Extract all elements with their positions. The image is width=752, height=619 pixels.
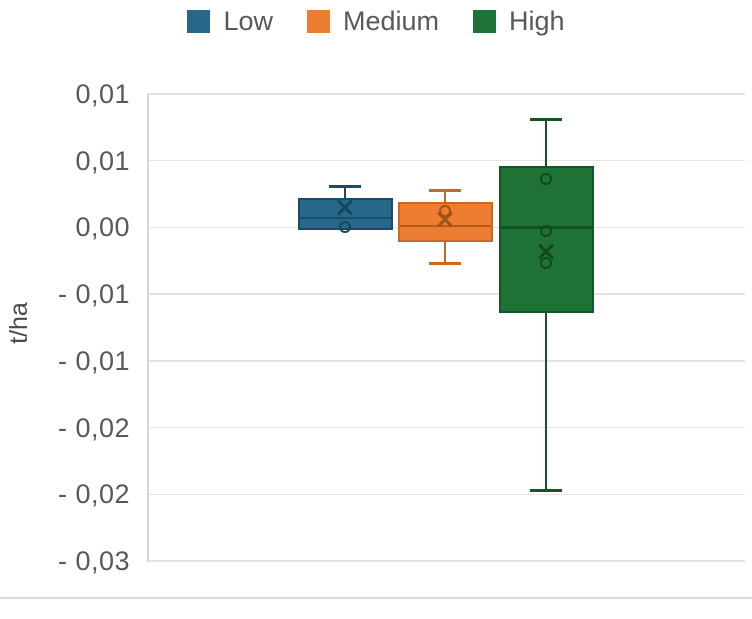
legend-swatch-high — [473, 10, 497, 33]
whisker-high-cap-high — [530, 117, 562, 121]
gridline — [148, 293, 745, 295]
outlier-point-high — [540, 225, 552, 238]
legend-label-high: High — [509, 6, 565, 36]
legend-swatch-low — [187, 10, 211, 33]
y-tick-label: 0,00 — [75, 212, 130, 243]
legend-item-medium: Medium — [306, 6, 440, 37]
outlier-point-high — [540, 257, 552, 270]
legend-item-low: Low — [187, 6, 273, 37]
y-tick-label: 0,01 — [75, 145, 130, 176]
whisker-low-line-medium — [444, 242, 446, 264]
box-high — [498, 166, 594, 313]
chart-bottom-border — [0, 597, 752, 599]
y-tick-label: - 0,01 — [57, 279, 130, 310]
legend-label-low: Low — [223, 6, 273, 36]
legend-item-high: High — [473, 6, 565, 37]
whisker-high-line-high — [545, 119, 547, 167]
gridline — [148, 159, 745, 162]
y-axis-line — [147, 93, 149, 562]
outlier-point-low — [339, 221, 351, 234]
chart-legend: Low Medium High — [0, 6, 752, 37]
gridline — [148, 493, 745, 496]
y-tick-label: - 0,02 — [57, 479, 130, 510]
y-tick-label: - 0,01 — [57, 345, 130, 376]
outlier-point-medium — [439, 205, 451, 218]
whisker-high-line-low — [344, 186, 346, 199]
whisker-low-line-high — [545, 312, 547, 491]
gridline — [148, 426, 745, 429]
y-tick-label: - 0,03 — [57, 546, 130, 576]
whisker-high-line-medium — [444, 190, 446, 203]
whisker-low-cap-medium — [429, 261, 461, 265]
legend-label-medium: Medium — [342, 6, 440, 36]
y-tick-label: 0,01 — [75, 79, 130, 109]
gridline — [148, 360, 745, 362]
whisker-high-cap-low — [329, 184, 361, 188]
whisker-low-cap-high — [530, 488, 562, 492]
y-tick-label: - 0,02 — [57, 412, 130, 443]
outlier-point-high — [540, 173, 552, 186]
mean-marker-low — [336, 198, 354, 216]
gridline — [148, 560, 745, 562]
median-line-low — [299, 216, 391, 220]
legend-swatch-medium — [306, 10, 330, 33]
whisker-high-cap-medium — [429, 188, 461, 192]
gridline — [148, 93, 745, 95]
